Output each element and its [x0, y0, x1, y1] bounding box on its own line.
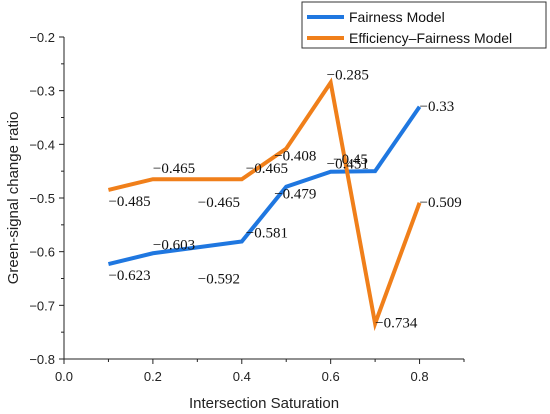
data-label: −0.465: [153, 161, 195, 177]
data-label: −0.592: [198, 271, 240, 287]
y-tick-label: −0.8: [29, 352, 55, 367]
data-label: −0.285: [327, 68, 369, 84]
x-tick-label: 0.6: [322, 369, 340, 384]
y-tick-label: −0.2: [29, 30, 55, 45]
y-axis-label: Green-signal change ratio: [5, 112, 22, 285]
x-tick-label: 0.4: [233, 369, 251, 384]
axes: 0.0 0.2 0.4 0.6 0.8 −0.8 −0.7 −0.6 −0.5 −0.4 −0.3 −…: [29, 30, 465, 384]
data-label: −0.603: [153, 237, 195, 253]
y-tick-label: −0.3: [29, 84, 55, 99]
legend-entry-1: Fairness Model: [349, 9, 445, 25]
data-label: −0.509: [420, 195, 462, 211]
x-axis-label: Intersection Saturation: [189, 395, 339, 412]
x-tick-label: 0.8: [411, 369, 429, 384]
data-labels: −0.623−0.603 −0.581 −0.479 −0.451−0.45 −0.33…: [108, 68, 461, 332]
series-line-1: [107, 105, 422, 266]
legend: Fairness Model Efficiency–Fairness Model: [301, 1, 547, 49]
y-tick-label: −0.6: [29, 245, 55, 260]
data-label: −0.45: [333, 152, 368, 168]
series-line-2: [107, 77, 422, 332]
data-label: −0.734: [375, 316, 418, 332]
data-label: −0.479: [274, 187, 316, 203]
legend-entry-2: Efficiency–Fairness Model: [349, 30, 512, 46]
data-label: −0.485: [108, 194, 150, 210]
data-label: −0.408: [274, 149, 316, 165]
y-tick-label: −0.5: [29, 191, 55, 206]
data-label: −0.465: [198, 195, 240, 211]
legend-box: [301, 1, 547, 49]
data-label: −0.465: [246, 161, 288, 177]
y-tick-label: −0.4: [29, 137, 55, 152]
data-label: −0.623: [108, 268, 150, 284]
data-label: −0.451: [327, 157, 369, 173]
series-layer: [107, 77, 422, 332]
y-tick-label: −0.7: [29, 298, 55, 313]
x-tick-label: 0.2: [144, 369, 162, 384]
x-tick-label: 0.0: [55, 369, 73, 384]
data-label: −0.581: [246, 225, 288, 241]
data-label: −0.33: [420, 99, 455, 115]
